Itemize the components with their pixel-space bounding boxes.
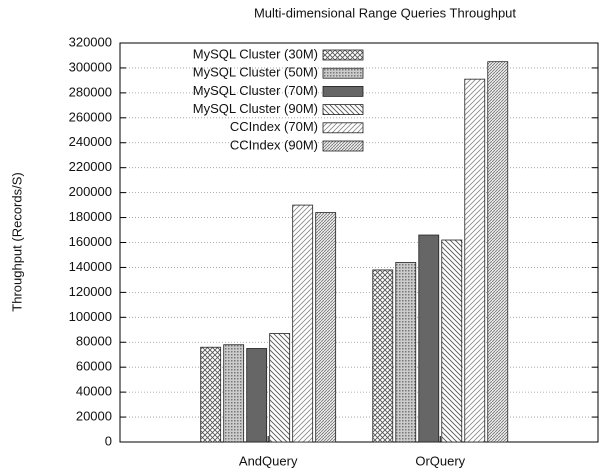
y-tick-label: 280000 [69,84,112,99]
bar [487,61,509,443]
y-tick-label: 220000 [69,159,112,174]
x-tick-label: AndQuery [239,453,298,468]
bar [269,333,291,443]
legend-label: MySQL Cluster (70M) [193,83,318,98]
y-tick-label: 320000 [69,34,112,49]
y-tick-label: 40000 [76,384,112,399]
legend-swatch [322,140,364,152]
bar [395,262,417,443]
chart-title: Multi-dimensional Range Queries Throughp… [254,5,516,20]
bar [223,344,245,443]
plot-frame [119,42,599,443]
bar [292,204,314,443]
y-tick-label: 300000 [69,59,112,74]
x-tick-label: OrQuery [415,453,465,468]
y-tick-label: 200000 [69,184,112,199]
bar [200,346,222,443]
legend-label: CCIndex (90M) [230,137,318,152]
legend-swatch [322,49,364,61]
y-tick-label: 20000 [76,409,112,424]
y-tick-label: 100000 [69,309,112,324]
bar [441,239,463,443]
y-tick-label: 0 [105,433,112,448]
legend-swatch [322,67,364,79]
bar [246,348,268,443]
bar [372,269,394,443]
y-tick-label: 160000 [69,234,112,249]
legend-label: MySQL Cluster (50M) [193,65,318,80]
legend-label: MySQL Cluster (90M) [193,101,318,116]
y-tick-label: 180000 [69,209,112,224]
bar [418,234,440,443]
y-tick-label: 260000 [69,109,112,124]
bar [464,78,486,443]
y-tick-label: 140000 [69,259,112,274]
legend-swatch [322,86,364,97]
y-tick-label: 80000 [76,334,112,349]
bar [315,212,337,443]
y-tick-label: 60000 [76,359,112,374]
legend-swatch [322,104,364,115]
y-tick-label: 120000 [69,284,112,299]
y-axis-label: Throughput (Records/S) [9,172,24,311]
legend-swatch [322,122,364,134]
legend-label: MySQL Cluster (30M) [193,46,318,61]
y-tick-label: 240000 [69,134,112,149]
legend-label: CCIndex (70M) [230,119,318,134]
